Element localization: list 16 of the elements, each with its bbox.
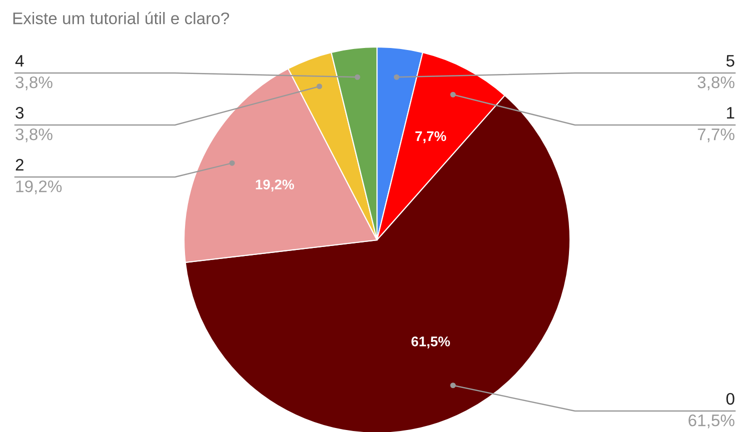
data-label: 7,7%	[415, 131, 446, 144]
slice-label: 3	[16, 106, 24, 119]
slice-label: 4	[15, 55, 24, 67]
slice-label: 1	[727, 107, 734, 119]
data-label: 61,5%	[411, 336, 450, 348]
text: 7,7%	[698, 128, 734, 142]
data-label: 19,2%	[256, 180, 294, 192]
text: 61,5%	[688, 414, 734, 428]
chart-title: Existe um tutorial útil e claro?	[13, 12, 230, 24]
slice-label: 2	[16, 158, 24, 171]
data-label: 3,8%	[16, 76, 52, 90]
slice-label: 5	[726, 55, 734, 67]
slice-label: 0	[726, 392, 734, 405]
data-label: 3,8%	[16, 128, 52, 142]
data-label: 3,8%	[698, 76, 734, 90]
text: 19,2%	[16, 180, 62, 194]
